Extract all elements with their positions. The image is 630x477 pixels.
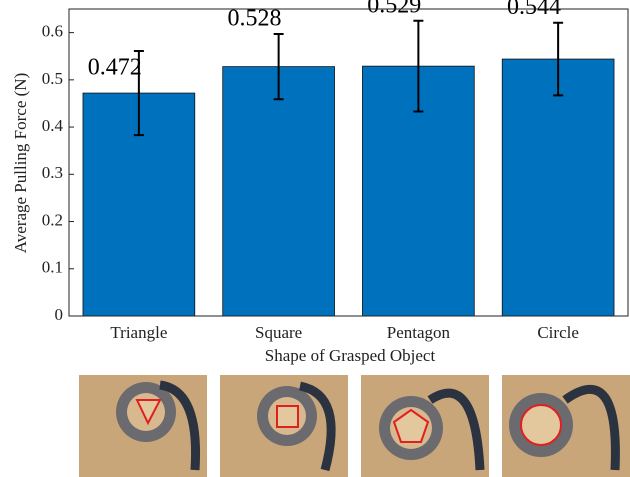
y-tick-label: 0.4 — [42, 116, 64, 135]
bar — [502, 59, 614, 316]
x-tick-label: Triangle — [110, 323, 167, 342]
photos — [79, 375, 630, 477]
photo — [220, 375, 348, 477]
y-axis-label: Average Pulling Force (N) — [11, 73, 30, 254]
y-tick-label: 0 — [55, 305, 64, 324]
x-tick-label: Pentagon — [387, 323, 451, 342]
y-tick-label: 0.3 — [42, 163, 63, 182]
y-tick-label: 0.6 — [42, 22, 63, 41]
y-tick-label: 0.5 — [42, 69, 63, 88]
chart: Average Pulling Force (N) Shape of Grasp… — [0, 0, 630, 477]
x-tick-label: Square — [255, 323, 302, 342]
value-label: 0.544 — [507, 0, 561, 20]
page: {"chart_data": {"type": "bar", "x_label"… — [0, 0, 630, 477]
photo — [79, 375, 207, 477]
photo — [361, 375, 489, 477]
value-label: 0.472 — [88, 55, 142, 81]
bar — [223, 67, 335, 316]
x-tick-label: Circle — [537, 323, 579, 342]
photo — [502, 375, 630, 477]
y-tick-label: 0.1 — [42, 258, 63, 277]
y-tick-label: 0.2 — [42, 210, 63, 229]
x-axis-label: Shape of Grasped Object — [265, 346, 436, 365]
